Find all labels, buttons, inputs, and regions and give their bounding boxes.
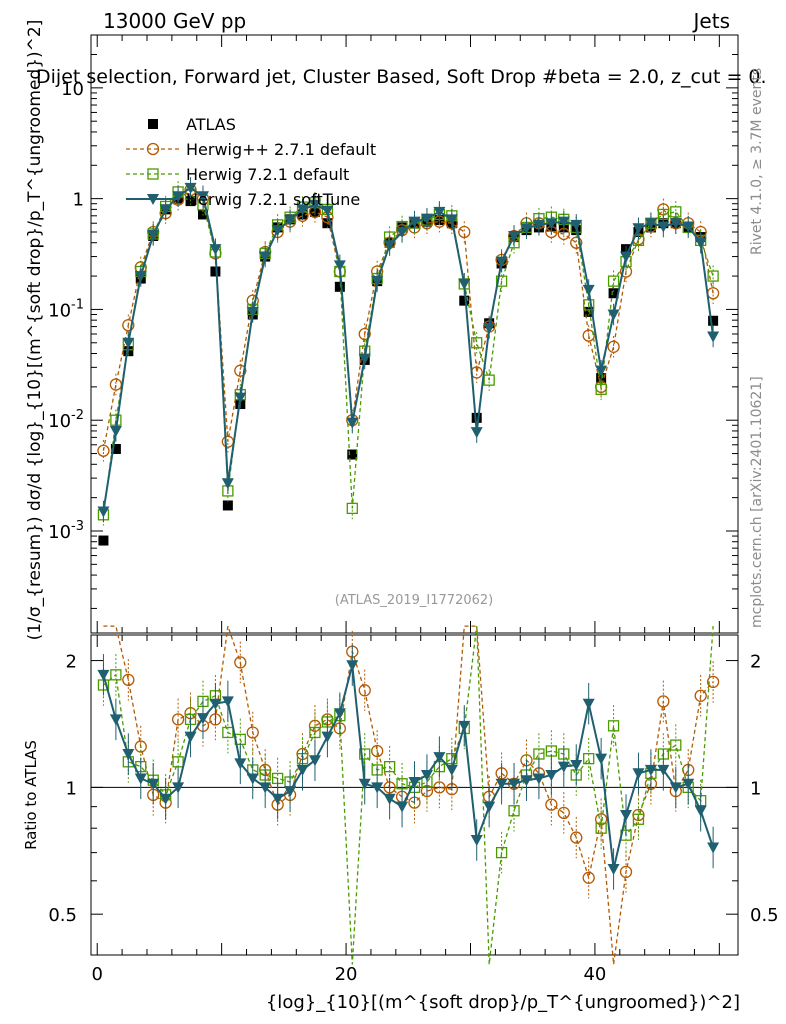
data-point xyxy=(608,341,619,352)
ratio-y-tick-label: 1 xyxy=(66,778,77,799)
ratio-point xyxy=(396,802,408,813)
plot-canvas: 0 20 4010110-110-210-32 21 10.5 0.5 ATLASHerw… xyxy=(0,0,786,1024)
data-point xyxy=(707,331,719,342)
legend-item-0: ATLAS xyxy=(148,115,236,134)
y-tick-label: 10-3 xyxy=(48,519,84,543)
data-point xyxy=(97,506,109,517)
legend-label: Herwig++ 2.7.1 default xyxy=(186,140,376,159)
data-point xyxy=(110,426,122,437)
y-axis-label-ratio: Ratio to ATLAS xyxy=(22,740,40,850)
ratio-point xyxy=(122,749,134,760)
ratio-point xyxy=(483,802,495,813)
ratio-line xyxy=(103,665,713,869)
data-point xyxy=(471,427,483,438)
series-0 xyxy=(98,194,718,546)
header-right: Jets xyxy=(692,9,730,33)
ratio-point xyxy=(695,806,707,817)
legend-label: ATLAS xyxy=(186,115,236,134)
series-line xyxy=(103,192,713,515)
ratio-point xyxy=(632,768,644,779)
mcplots-label: mcplots.cern.ch [arXiv:2401.10621] xyxy=(749,376,765,628)
y-tick-label: 10-1 xyxy=(48,297,84,321)
tick-labels: 0 20 4010110-110-210-32 21 10.5 0.5 xyxy=(48,79,779,985)
x-axis-label: {log}_{10}[(m^{soft drop}/p_T^{ungroomed… xyxy=(266,992,740,1013)
ratio-point xyxy=(595,754,607,765)
ratio-point xyxy=(110,714,122,725)
header-left: 13000 GeV pp xyxy=(103,9,246,33)
data-point xyxy=(223,500,233,510)
x-tick-label: 40 xyxy=(583,964,606,985)
x-tick-label: 20 xyxy=(335,964,358,985)
analysis-id: (ATLAS_2019_I1772062) xyxy=(335,593,493,608)
ratio-point xyxy=(135,773,147,784)
plot-title: Dijet selection, Forward jet, Cluster Ba… xyxy=(36,66,767,88)
y-tick-label: 10-2 xyxy=(48,408,84,432)
ratio-y-tick-label-right: 1 xyxy=(750,778,761,799)
ratio-y-tick-label-right: 0.5 xyxy=(750,905,779,926)
ratio-point xyxy=(272,794,284,805)
data-point xyxy=(335,282,345,292)
ratio-point xyxy=(608,864,620,875)
ratio-point xyxy=(458,721,470,732)
ratio-point xyxy=(620,810,632,821)
legend-marker xyxy=(148,119,158,129)
data-point xyxy=(222,478,234,489)
legend-item-2: Herwig 7.2.1 default xyxy=(126,165,349,184)
series-1 xyxy=(98,179,719,461)
series-line xyxy=(103,188,713,512)
ratio-point xyxy=(471,835,483,846)
legend-item-1: Herwig++ 2.7.1 default xyxy=(126,140,376,159)
ratio-point xyxy=(97,670,109,681)
legend-label: Herwig 7.2.1 default xyxy=(186,165,349,184)
data-point xyxy=(98,536,108,546)
y-axis-label-main: (1/σ_{resum}) dσ/d {log}_{10}[(m^{soft d… xyxy=(25,20,45,641)
ratio-point xyxy=(297,765,309,776)
data-point xyxy=(110,379,121,390)
ratio-point xyxy=(321,732,333,743)
ratio-point xyxy=(384,794,396,805)
legend-label: Herwig 7.2.1 softTune xyxy=(186,190,360,209)
ratio-point xyxy=(707,842,719,853)
data-point xyxy=(695,238,707,249)
y-tick-label: 1 xyxy=(73,190,84,211)
ratio-y-tick-label-right: 2 xyxy=(750,652,761,673)
ratio-point xyxy=(446,765,458,776)
data-point xyxy=(708,288,719,299)
ratio-y-tick-label: 0.5 xyxy=(48,905,77,926)
data-point xyxy=(483,323,495,334)
ratio-y-tick-label: 2 xyxy=(66,652,77,673)
series-line xyxy=(103,190,713,451)
rivet-label: Rivet 4.1.0, ≥ 3.7M events xyxy=(749,68,765,255)
data-point xyxy=(334,260,346,271)
ratio-point xyxy=(421,770,433,781)
data-point xyxy=(583,285,595,296)
ratio-point xyxy=(247,773,259,784)
series-2 xyxy=(98,181,718,525)
ratio-point xyxy=(583,699,595,710)
legend: ATLAS Herwig++ 2.7.1 default Herwig 7.2.1 … xyxy=(126,115,376,209)
data-series xyxy=(97,177,719,964)
ratio-point xyxy=(558,762,570,773)
x-tick-label: 0 xyxy=(91,964,102,985)
ratio-point xyxy=(185,732,197,743)
